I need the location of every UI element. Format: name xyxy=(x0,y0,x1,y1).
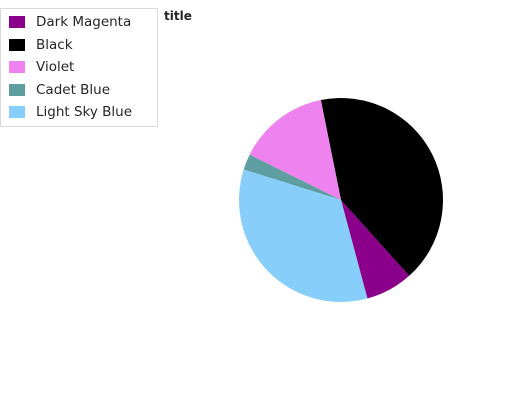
legend-label-black: Black xyxy=(36,36,73,53)
chart-title: title xyxy=(164,9,192,23)
legend-swatch-violet xyxy=(9,61,25,74)
legend-swatch-light-sky-blue xyxy=(9,106,25,119)
pie-slice-dark-magenta xyxy=(341,200,410,299)
legend-item-cadet-blue: Cadet Blue xyxy=(1,79,157,102)
pie-slice-light-sky-blue xyxy=(239,169,368,302)
legend-item-black: Black xyxy=(1,34,157,57)
legend-item-violet: Violet xyxy=(1,56,157,79)
legend-label-violet: Violet xyxy=(36,59,75,76)
legend-label-light-sky-blue: Light Sky Blue xyxy=(36,104,133,121)
pie-slice-violet xyxy=(249,100,341,200)
pie-slice-cadet-blue xyxy=(243,154,341,200)
legend-item-light-sky-blue: Light Sky Blue xyxy=(1,101,157,124)
legend-item-dark-magenta: Dark Magenta xyxy=(1,11,157,34)
legend-label-cadet-blue: Cadet Blue xyxy=(36,81,111,98)
legend: Dark Magenta Black Violet Cadet Blue Lig… xyxy=(0,8,158,127)
legend-swatch-cadet-blue xyxy=(9,83,25,96)
legend-swatch-black xyxy=(9,38,25,51)
legend-label-dark-magenta: Dark Magenta xyxy=(36,14,132,30)
legend-swatch-dark-magenta xyxy=(9,16,25,28)
pie-slice-black xyxy=(320,97,444,276)
